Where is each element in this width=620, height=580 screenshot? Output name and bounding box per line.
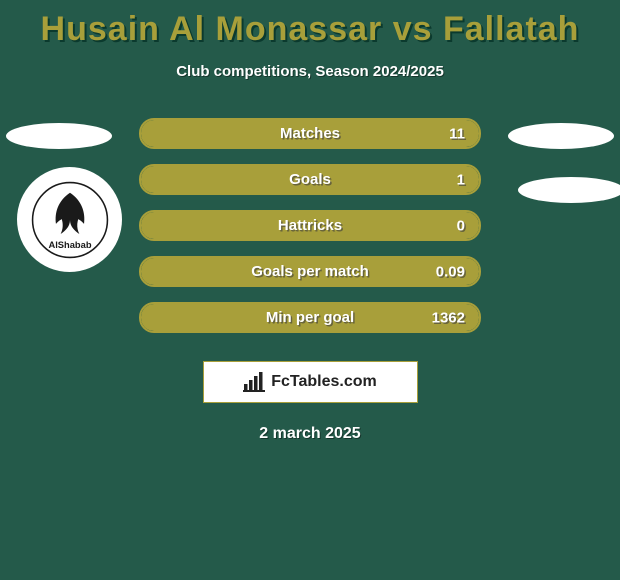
chart-icon bbox=[243, 372, 265, 392]
stat-row-min-per-goal: Min per goal 1362 bbox=[139, 302, 481, 333]
stat-row-goals-per-match: Goals per match 0.09 bbox=[139, 256, 481, 287]
date-text: 2 march 2025 bbox=[0, 425, 620, 443]
stat-value: 0 bbox=[457, 217, 465, 234]
team-logo-icon: AlShabab bbox=[31, 181, 109, 259]
page-title: Husain Al Monassar vs Fallatah bbox=[0, 10, 620, 49]
stat-value: 1362 bbox=[432, 309, 465, 326]
stat-label: Goals per match bbox=[251, 263, 369, 280]
team-badge: AlShabab bbox=[17, 167, 122, 272]
decor-oval-top-right bbox=[508, 123, 614, 149]
stat-label: Hattricks bbox=[278, 217, 342, 234]
stat-label: Goals bbox=[289, 171, 331, 188]
stat-label: Min per goal bbox=[266, 309, 354, 326]
decor-oval-bottom-right bbox=[518, 177, 620, 203]
footer-brand-text: FcTables.com bbox=[271, 373, 377, 391]
decor-oval-top-left bbox=[6, 123, 112, 149]
footer-brand-badge: FcTables.com bbox=[203, 361, 418, 403]
stat-value: 1 bbox=[457, 171, 465, 188]
stat-row-hattricks: Hattricks 0 bbox=[139, 210, 481, 241]
stat-row-goals: Goals 1 bbox=[139, 164, 481, 195]
team-badge-label: AlShabab bbox=[48, 240, 91, 250]
stat-value: 11 bbox=[449, 125, 465, 142]
page-subtitle: Club competitions, Season 2024/2025 bbox=[0, 63, 620, 80]
stat-label: Matches bbox=[280, 125, 340, 142]
stat-row-matches: Matches 11 bbox=[139, 118, 481, 149]
stat-value: 0.09 bbox=[436, 263, 465, 280]
card-container: Husain Al Monassar vs Fallatah Club comp… bbox=[0, 0, 620, 580]
